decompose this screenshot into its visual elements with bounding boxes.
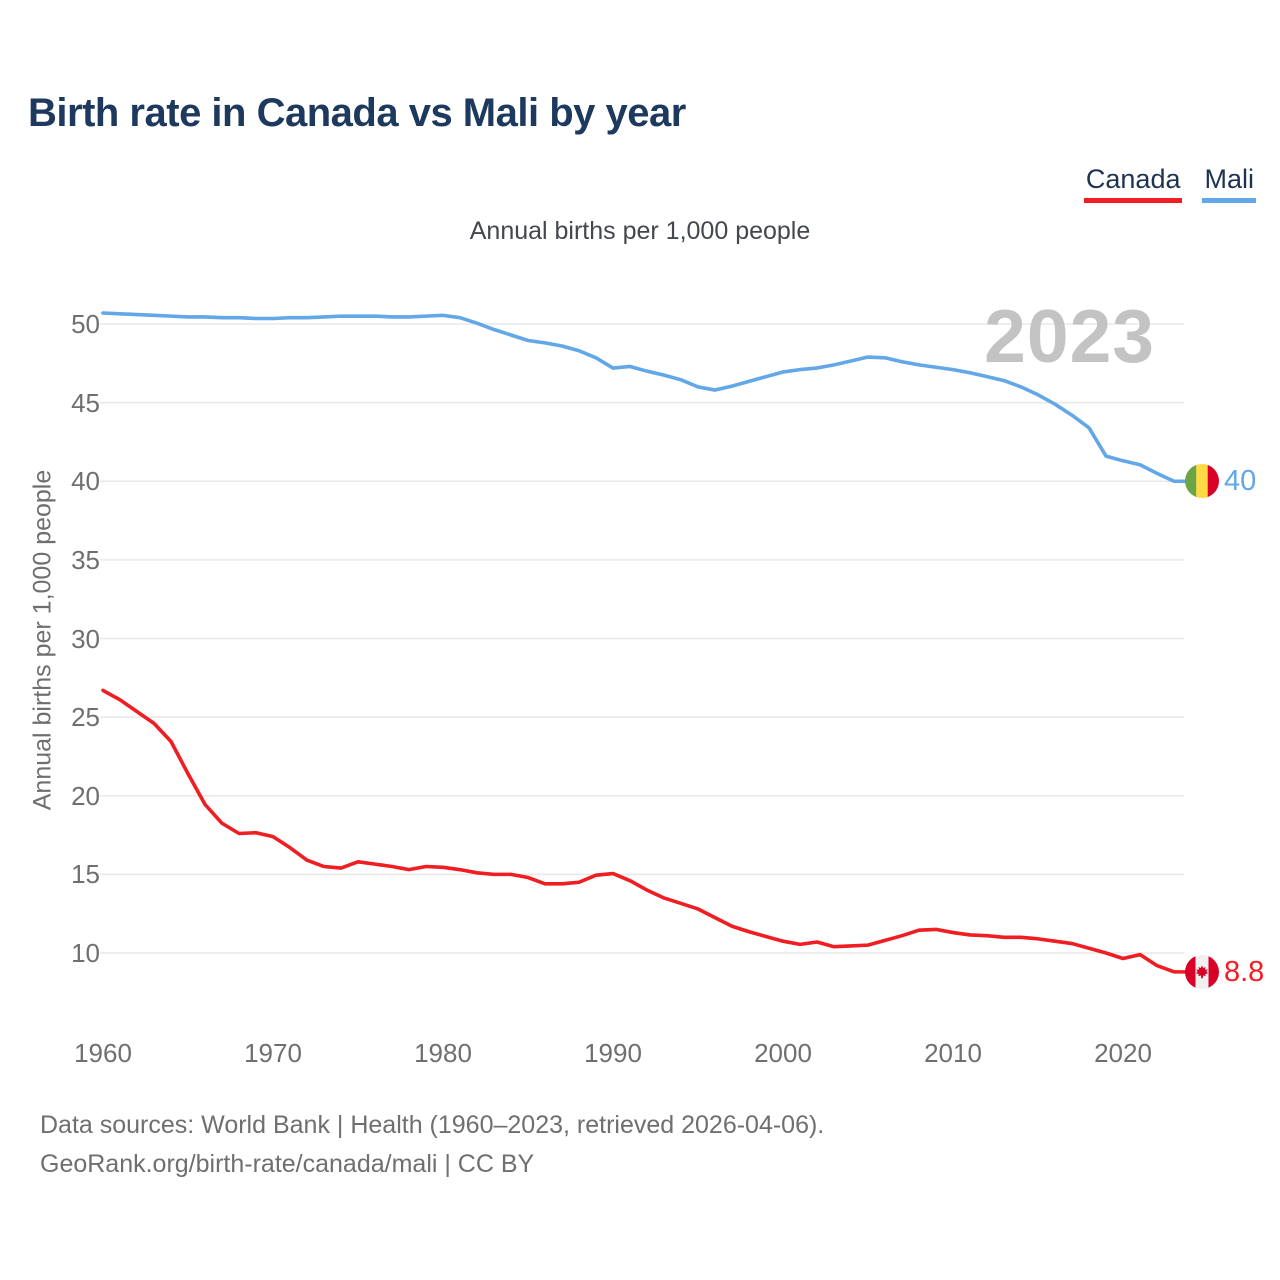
legend-item-mali[interactable]: Mali — [1202, 164, 1256, 203]
chart-subtitle: Annual births per 1,000 people — [469, 217, 811, 245]
legend-label-mali: Mali — [1204, 164, 1254, 194]
y-tick-label: 15 — [71, 859, 100, 890]
y-tick-label: 10 — [71, 938, 100, 968]
y-tick-label: 30 — [71, 623, 100, 654]
y-tick-label: 20 — [71, 780, 100, 811]
x-tick-label: 1980 — [414, 1038, 472, 1068]
canada-end-value: 8.8 — [1224, 955, 1265, 988]
legend-label-canada: Canada — [1085, 164, 1181, 194]
footer-attribution-link: GeoRank.org/birth-rate/canada/mali | CC … — [40, 1150, 535, 1178]
x-tick-label: 1990 — [584, 1038, 642, 1068]
y-tick-label: 45 — [71, 387, 100, 418]
legend: Canada Mali — [1083, 164, 1256, 203]
footer: Data sources: World Bank | Health (1960–… — [40, 1106, 824, 1184]
series-layer — [101, 311, 1187, 974]
x-tick-label: 2000 — [754, 1038, 812, 1068]
canada-line — [101, 688, 1187, 974]
mali-line — [101, 311, 1187, 484]
year-watermark: 2023 — [984, 294, 1155, 378]
mali-flag-icon — [1185, 464, 1219, 499]
maple-leaf-icon — [1195, 965, 1209, 979]
footer-data-sources: Data sources: World Bank | Health (1960–… — [40, 1111, 825, 1139]
x-tick-label: 1970 — [244, 1038, 302, 1068]
page-title: Birth rate in Canada vs Mali by year — [28, 91, 686, 135]
x-tick-label: 1960 — [74, 1038, 132, 1068]
legend-swatch-mali — [1202, 197, 1256, 203]
y-tick-label: 35 — [71, 544, 100, 575]
y-tick-label: 40 — [71, 466, 100, 497]
canada-flag-icon — [1185, 954, 1219, 989]
legend-swatch-canada — [1083, 197, 1183, 203]
x-tick-label: 2010 — [924, 1038, 982, 1068]
x-tick-label: 2020 — [1094, 1038, 1152, 1068]
grid-layer — [100, 323, 1184, 954]
y-tick-label: 25 — [71, 702, 100, 733]
y-tick-label: 50 — [71, 309, 100, 339]
legend-item-canada[interactable]: Canada — [1083, 164, 1183, 203]
mali-end-value: 40 — [1224, 465, 1257, 498]
